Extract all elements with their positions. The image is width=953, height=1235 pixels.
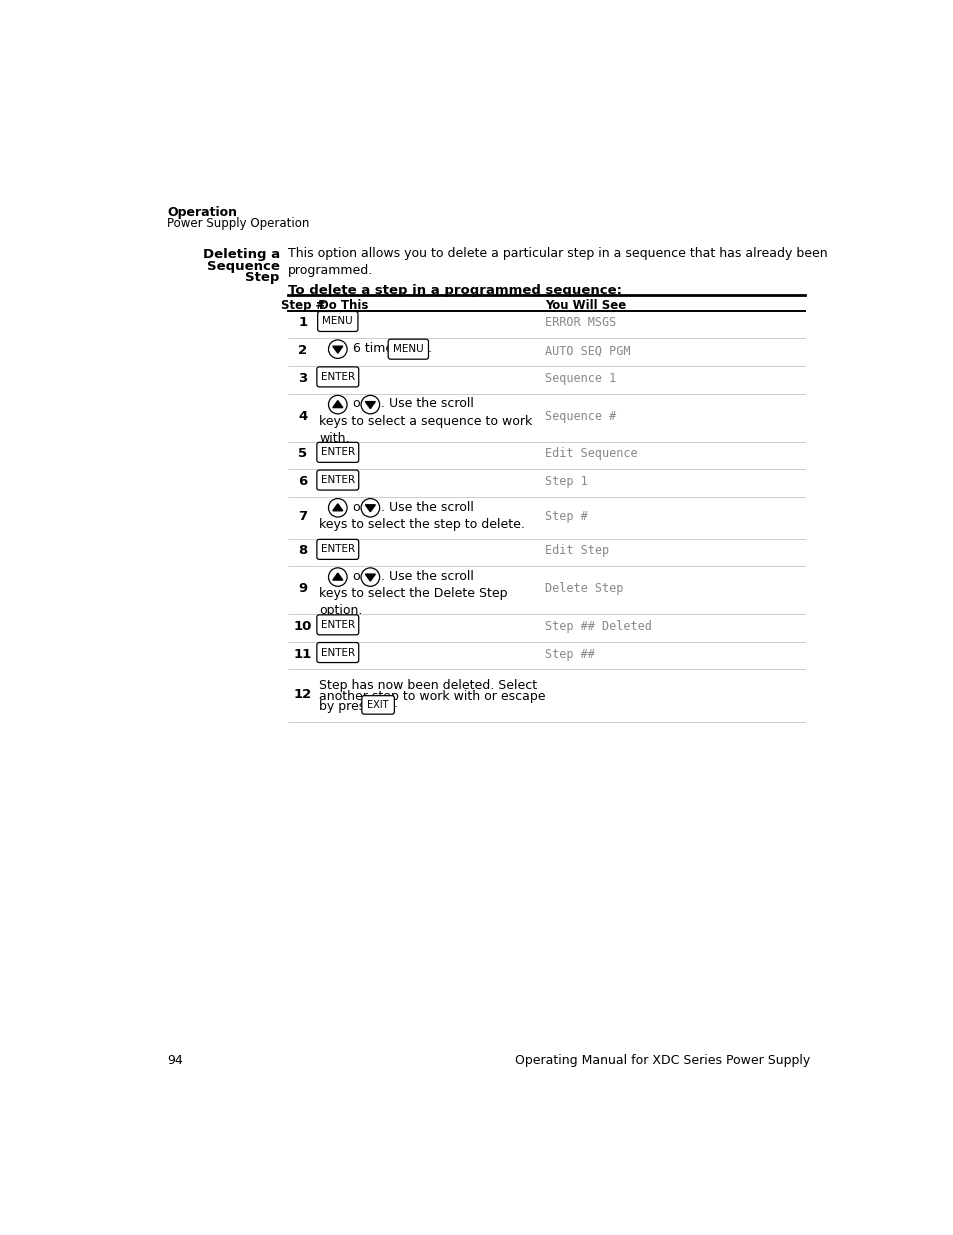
Circle shape xyxy=(328,568,347,587)
Text: EXIT: EXIT xyxy=(367,700,389,710)
Text: Edit Sequence: Edit Sequence xyxy=(545,447,638,461)
Text: .: . xyxy=(394,697,397,710)
Text: keys to select the Delete Step
option.: keys to select the Delete Step option. xyxy=(319,587,507,618)
Text: another step to work with or escape: another step to work with or escape xyxy=(319,689,545,703)
Text: 12: 12 xyxy=(294,688,312,700)
Text: Step ## Deleted: Step ## Deleted xyxy=(545,620,652,632)
Text: To delete a step in a programmed sequence:: To delete a step in a programmed sequenc… xyxy=(288,284,621,298)
Text: Sequence 1: Sequence 1 xyxy=(545,372,616,385)
Text: 6: 6 xyxy=(298,475,307,488)
Text: 94: 94 xyxy=(167,1053,183,1067)
Polygon shape xyxy=(365,505,375,511)
Text: 10: 10 xyxy=(294,620,312,632)
Text: or: or xyxy=(348,569,365,583)
Text: 8: 8 xyxy=(298,545,307,557)
FancyBboxPatch shape xyxy=(316,442,358,462)
Text: by pressing: by pressing xyxy=(319,700,391,714)
FancyBboxPatch shape xyxy=(388,340,428,359)
Circle shape xyxy=(328,395,347,414)
Text: 3: 3 xyxy=(298,372,307,385)
Text: or: or xyxy=(348,398,365,410)
Text: ENTER: ENTER xyxy=(320,647,355,657)
Text: Edit Step: Edit Step xyxy=(545,545,609,557)
FancyBboxPatch shape xyxy=(316,471,358,490)
FancyBboxPatch shape xyxy=(316,615,358,635)
Text: ENTER: ENTER xyxy=(320,545,355,555)
Text: keys to select the step to delete.: keys to select the step to delete. xyxy=(319,517,524,531)
Text: You Will See: You Will See xyxy=(545,299,626,312)
Text: Sequence #: Sequence # xyxy=(545,410,616,422)
Text: 1: 1 xyxy=(298,316,307,330)
Text: or: or xyxy=(348,500,365,514)
Text: This option allows you to delete a particular step in a sequence that has alread: This option allows you to delete a parti… xyxy=(288,247,827,278)
Text: 6 times or: 6 times or xyxy=(348,342,416,354)
Text: 7: 7 xyxy=(298,510,307,522)
Polygon shape xyxy=(333,504,342,511)
Text: 2: 2 xyxy=(298,345,307,357)
FancyBboxPatch shape xyxy=(317,311,357,331)
Polygon shape xyxy=(333,573,342,580)
FancyBboxPatch shape xyxy=(316,540,358,559)
Text: . Use the scroll: . Use the scroll xyxy=(381,398,474,410)
Text: Delete Step: Delete Step xyxy=(545,582,623,595)
FancyBboxPatch shape xyxy=(316,642,358,662)
Text: Operation: Operation xyxy=(167,206,237,219)
Text: Operating Manual for XDC Series Power Supply: Operating Manual for XDC Series Power Su… xyxy=(515,1053,810,1067)
Text: MENU: MENU xyxy=(322,316,353,326)
Text: 4: 4 xyxy=(298,410,307,422)
Polygon shape xyxy=(365,401,375,409)
Text: keys to select a sequence to work
with.: keys to select a sequence to work with. xyxy=(319,415,532,445)
Text: Step 1: Step 1 xyxy=(545,475,588,488)
Text: Sequence: Sequence xyxy=(207,259,279,273)
Text: . Use the scroll: . Use the scroll xyxy=(381,500,474,514)
Polygon shape xyxy=(333,400,342,408)
Circle shape xyxy=(360,499,379,517)
Text: 9: 9 xyxy=(298,582,307,595)
FancyBboxPatch shape xyxy=(316,367,358,387)
Text: ENTER: ENTER xyxy=(320,475,355,485)
Text: Step #: Step # xyxy=(280,299,325,312)
Text: 11: 11 xyxy=(294,647,312,661)
Text: MENU: MENU xyxy=(393,345,423,354)
Text: ENTER: ENTER xyxy=(320,372,355,382)
Polygon shape xyxy=(333,346,342,353)
Circle shape xyxy=(360,395,379,414)
Circle shape xyxy=(360,568,379,587)
Circle shape xyxy=(328,340,347,358)
Text: .: . xyxy=(427,342,432,354)
Text: Do This: Do This xyxy=(319,299,368,312)
FancyBboxPatch shape xyxy=(361,695,394,714)
Text: Step ##: Step ## xyxy=(545,647,595,661)
Text: ENTER: ENTER xyxy=(320,620,355,630)
Text: ENTER: ENTER xyxy=(320,447,355,457)
Text: Step: Step xyxy=(245,272,279,284)
Text: Power Supply Operation: Power Supply Operation xyxy=(167,216,310,230)
Text: AUTO SEQ PGM: AUTO SEQ PGM xyxy=(545,345,630,357)
Text: Deleting a: Deleting a xyxy=(202,248,279,262)
Polygon shape xyxy=(365,574,375,582)
Text: Step #: Step # xyxy=(545,510,588,522)
Text: . Use the scroll: . Use the scroll xyxy=(381,569,474,583)
Circle shape xyxy=(328,499,347,517)
Text: ERROR MSGS: ERROR MSGS xyxy=(545,316,616,330)
Text: 5: 5 xyxy=(298,447,307,461)
Text: Step has now been deleted. Select: Step has now been deleted. Select xyxy=(319,679,537,692)
